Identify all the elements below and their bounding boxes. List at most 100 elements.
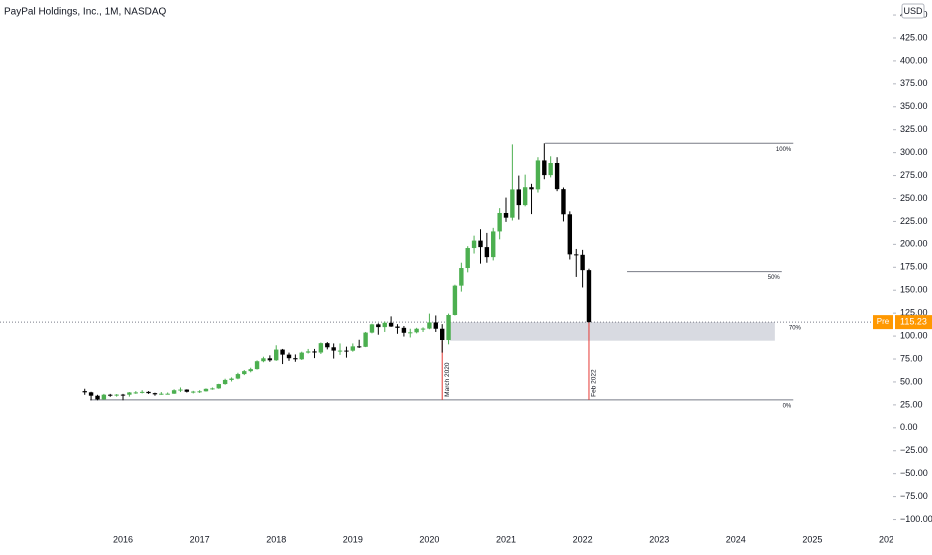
candle-body — [376, 324, 381, 328]
pre-tag: Pre — [877, 317, 890, 326]
y-tick-label: 325.00 — [900, 124, 928, 134]
x-tick-label: 2025 — [802, 534, 822, 544]
candle-body — [146, 391, 151, 394]
candle-body — [101, 394, 107, 400]
candle-body — [318, 343, 324, 353]
x-tick-label: 2022 — [573, 534, 593, 544]
y-tick-label: 175.00 — [900, 262, 928, 272]
y-tick-label: −25.00 — [900, 445, 928, 455]
y-tick-label: 150.00 — [900, 285, 928, 295]
candle-body — [433, 322, 438, 329]
candle-body — [120, 394, 126, 396]
y-tick-label: 425.00 — [900, 32, 928, 42]
candle-body — [82, 391, 87, 393]
candle-body — [356, 346, 362, 348]
y-tick-label: 0.00 — [900, 422, 918, 432]
y-tick-label: 275.00 — [900, 170, 928, 180]
y-tick-label: 200.00 — [900, 239, 928, 249]
candle-body — [491, 231, 496, 258]
y-tick-label: 50.00 — [900, 376, 923, 386]
candle-body — [88, 392, 94, 396]
candle-body — [222, 379, 228, 385]
candle-body — [344, 350, 349, 352]
candle-body — [414, 328, 419, 333]
candle-body — [159, 393, 164, 395]
fib-label: 50% — [768, 275, 781, 281]
candle-body — [382, 322, 387, 328]
candle-body — [567, 214, 573, 255]
x-tick-label: 2017 — [190, 534, 210, 544]
y-tick-label: 375.00 — [900, 78, 928, 88]
candle-body — [561, 189, 566, 215]
candle-body — [242, 371, 247, 375]
candle-body — [548, 162, 553, 176]
candle-body — [401, 327, 407, 333]
candle-body — [440, 328, 445, 341]
y-tick-label: 125.00 — [900, 308, 928, 318]
candle-body — [286, 354, 292, 359]
candle-body — [542, 160, 547, 176]
candle-body — [248, 369, 253, 372]
candle-body — [452, 285, 458, 315]
candle-body — [299, 352, 304, 360]
x-tick-label: 2016 — [113, 534, 133, 544]
candle-body — [139, 391, 145, 393]
candle-body — [586, 270, 592, 323]
candle-body — [280, 349, 285, 355]
chart-title: PayPal Holdings, Inc., 1M, NASDAQ — [4, 7, 167, 18]
price-badge — [895, 315, 932, 330]
candle-body — [178, 389, 183, 391]
x-tick-label: 2023 — [649, 534, 669, 544]
x-tick-label: 2018 — [266, 534, 286, 544]
x-tick-label: 2021 — [496, 534, 516, 544]
candle-body — [420, 328, 426, 330]
candle-body — [133, 392, 139, 394]
candle-body — [165, 393, 170, 395]
x-tick-label: 2019 — [343, 534, 363, 544]
candle-body — [497, 212, 502, 232]
y-tick-label: 300.00 — [900, 147, 928, 157]
fib-zone — [450, 322, 775, 341]
candle-body — [184, 389, 190, 392]
plot-area: 2016 2017 2018 2019 2020 2021 2022 2023 2024 2025… — [0, 142, 899, 544]
candle-body — [108, 394, 113, 396]
event-label: Feb 2022 — [591, 369, 598, 397]
candle-body — [216, 384, 221, 389]
candle-body — [395, 326, 400, 328]
x-tick-label: 2024 — [726, 534, 746, 544]
candle-body — [203, 388, 209, 392]
y-tick-label: 25.00 — [900, 399, 923, 409]
candle-body — [388, 322, 394, 327]
candle-body — [95, 395, 100, 400]
candle-body — [197, 391, 202, 393]
y-tick-label: 250.00 — [900, 193, 928, 203]
price-axis-bg — [893, 0, 932, 550]
currency: USD — [903, 6, 923, 16]
candle-body — [235, 374, 241, 379]
y-tick-label: 350.00 — [900, 101, 928, 111]
candle-body — [554, 162, 560, 190]
currency-box — [901, 3, 925, 19]
candle-body — [261, 358, 266, 362]
candle-body — [210, 388, 215, 390]
candle-body — [510, 189, 515, 218]
candle-body — [369, 324, 375, 333]
candle-body — [522, 187, 528, 206]
candle-body — [350, 346, 356, 351]
candle-body — [325, 343, 330, 348]
candle-body — [484, 247, 490, 258]
candle-body — [127, 392, 132, 395]
fib-label: 70% — [789, 326, 802, 332]
candle-body — [229, 378, 234, 380]
candle-body — [337, 350, 343, 352]
candle-body — [267, 358, 273, 361]
candle-body — [152, 393, 158, 395]
y-tick-label: 400.00 — [900, 55, 928, 65]
y-tick-label: −100.00 — [900, 514, 932, 524]
candle-body — [535, 160, 541, 190]
y-tick-label: −50.00 — [900, 468, 928, 478]
candle-body — [427, 322, 432, 329]
candle-body — [503, 212, 509, 218]
candle-body — [580, 254, 585, 271]
